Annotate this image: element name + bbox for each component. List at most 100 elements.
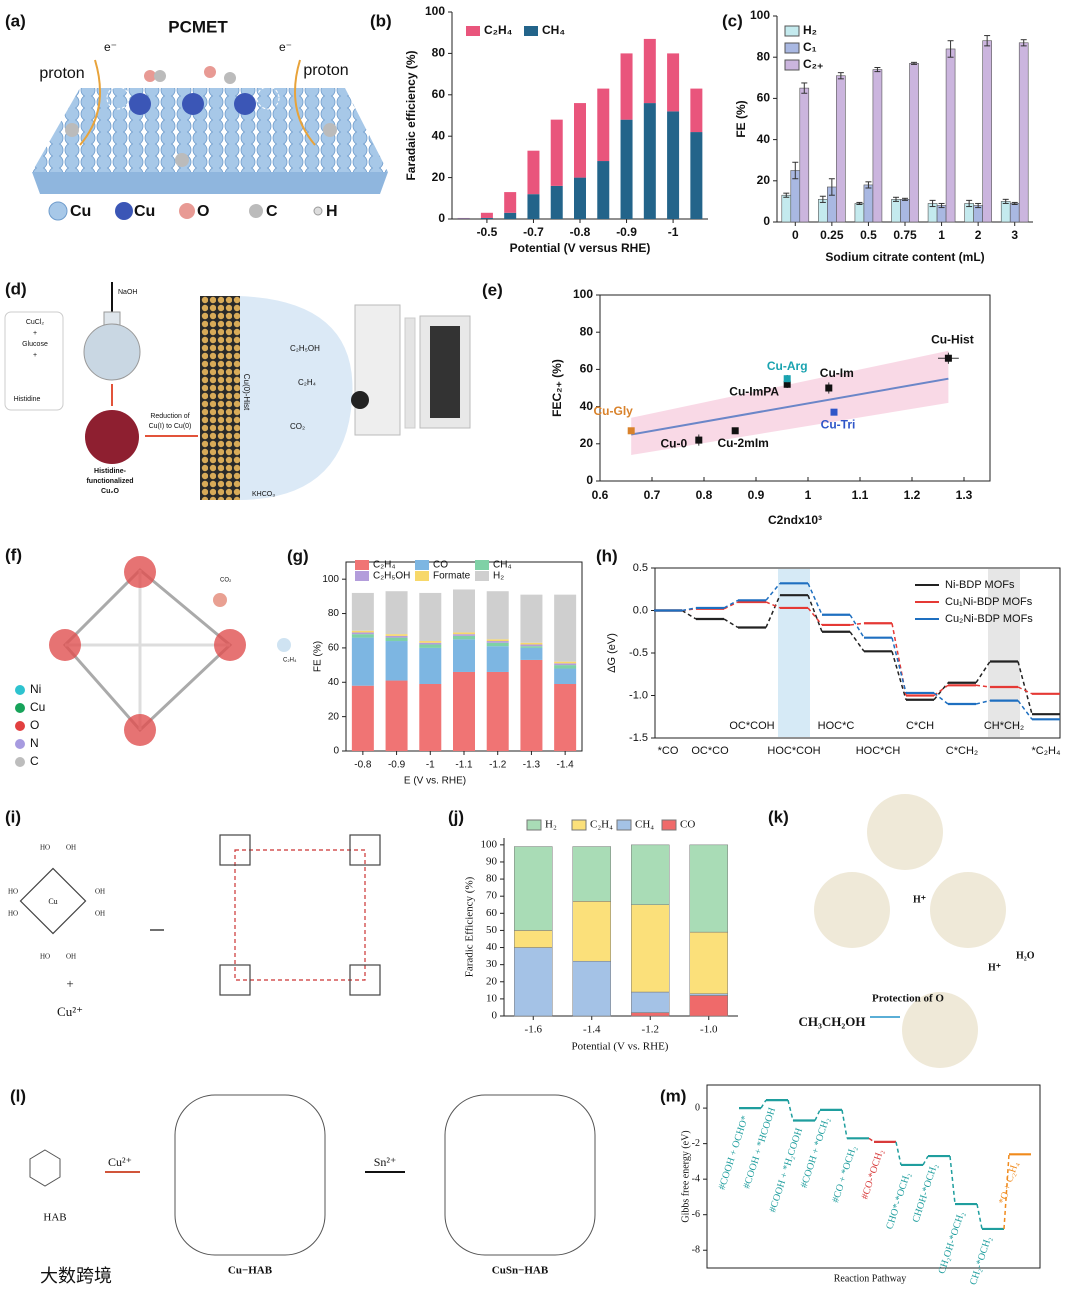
x-category-label: #COOH + *OCH₂ [799, 1116, 832, 1189]
y-tick-label: -1.5 [629, 732, 648, 744]
figure-text: HO [40, 844, 50, 852]
point [695, 437, 702, 444]
cu-site [129, 93, 151, 115]
surface-snapshot [814, 872, 890, 948]
o-atom [204, 66, 216, 78]
point [732, 427, 739, 434]
point-label: Cu-Gly [594, 404, 634, 418]
bar [983, 41, 992, 222]
figure-text: (l) [10, 1086, 26, 1105]
bar-segment [520, 595, 542, 643]
bar-segment [487, 639, 509, 641]
legend-label: Ni-BDP MOFs [945, 579, 1015, 591]
legend-label: Cu₁Ni-BDP MOFs [945, 596, 1033, 608]
connector [766, 595, 780, 627]
bar-segment [487, 672, 509, 751]
connector [682, 608, 696, 611]
x-tick-label: 0.9 [748, 488, 765, 502]
y-axis-label: Gibbs free energy (eV) [680, 1130, 691, 1222]
cell-plate [405, 318, 415, 428]
x-tick-label: -1.1 [455, 760, 473, 771]
figure-text: OH [95, 888, 105, 896]
figure-text: e⁻ [279, 40, 292, 54]
mof-node [49, 629, 81, 661]
bar-segment [453, 589, 475, 632]
bar-segment [481, 213, 493, 218]
connector [976, 701, 990, 704]
x-tick-label: 0.25 [820, 228, 844, 242]
x-tick-label: -1.2 [489, 760, 507, 771]
bar-segment [551, 120, 563, 186]
x-category-label: #CO + *OCH₂ [830, 1145, 859, 1205]
figure-text: Cu₂O [101, 488, 119, 495]
x-axis-label: E (V vs. RHE) [404, 776, 466, 787]
y-tick-label: 70 [486, 890, 498, 902]
y-axis-label: ΔG (eV) [606, 633, 618, 673]
y-tick-label: 0 [333, 746, 339, 757]
c-atom [175, 153, 189, 167]
bar-segment [487, 591, 509, 639]
figure-text: C [30, 754, 39, 768]
bar-segment [631, 992, 669, 1013]
y-axis-label: Faradic Efficiency (%) [464, 876, 476, 977]
figure-text: O [30, 718, 39, 732]
connector [766, 602, 780, 608]
legend-swatch [617, 820, 631, 830]
y-tick-label: -8 [692, 1245, 700, 1256]
cu-site [182, 93, 204, 115]
legend-label: Cu₂Ni-BDP MOFs [945, 613, 1033, 625]
y-tick-label: 30 [486, 958, 498, 970]
bar-segment [352, 632, 374, 634]
figure-text: OH [95, 910, 105, 918]
figure-text: (k) [768, 807, 789, 826]
x-tick-label: -0.9 [616, 225, 637, 239]
figure-text: (a) [5, 11, 26, 30]
figure-text: C [266, 203, 278, 220]
y-axis-label: FE (%) [734, 100, 748, 137]
y-tick-label: 60 [328, 643, 340, 654]
panel-label: (b) [370, 11, 392, 30]
connector [842, 1110, 847, 1138]
bar-segment [644, 39, 656, 103]
x-tick-label: 1 [938, 228, 945, 242]
hab-ring [30, 1150, 60, 1186]
legend-label: C₂H₄ [590, 819, 613, 831]
legend-label: H₂ [493, 571, 504, 582]
legend-label: Formate [433, 571, 471, 582]
figure-text: OH [66, 844, 76, 852]
x-tick-label: -0.8 [354, 760, 372, 771]
connector [869, 1138, 874, 1142]
point-label: Cu-0 [660, 436, 687, 450]
figure-text: Cu [30, 700, 45, 714]
legend-swatch [662, 820, 676, 830]
x-category-label: CH₂OH-*OCH₂ [937, 1210, 967, 1275]
legend-label: C₁ [803, 40, 817, 54]
flask [84, 324, 140, 380]
bar [855, 203, 864, 222]
x-tick-label: -1.0 [700, 1024, 718, 1036]
x-tick-label: 1.3 [956, 488, 973, 502]
legend-marker [15, 757, 25, 767]
cu-site [234, 93, 256, 115]
x-category-label: #CO-*OCH₂ [860, 1148, 886, 1201]
cu2o-particle [85, 410, 139, 464]
bar-segment [419, 648, 441, 684]
y-tick-label: 40 [432, 128, 446, 142]
bar [901, 199, 910, 222]
connector [977, 1204, 982, 1229]
y-tick-label: 80 [757, 49, 771, 63]
connector [808, 595, 822, 632]
bar-segment [690, 845, 728, 932]
y-tick-label: 60 [432, 87, 446, 101]
electrolyte-region [238, 296, 352, 500]
figure-text: NaOH [118, 289, 137, 296]
figure-text: HO [8, 888, 18, 896]
bar [782, 195, 791, 222]
figure-text: + [33, 330, 37, 337]
mof-framework [65, 570, 230, 730]
bar-segment [487, 646, 509, 672]
connector [815, 1110, 820, 1121]
